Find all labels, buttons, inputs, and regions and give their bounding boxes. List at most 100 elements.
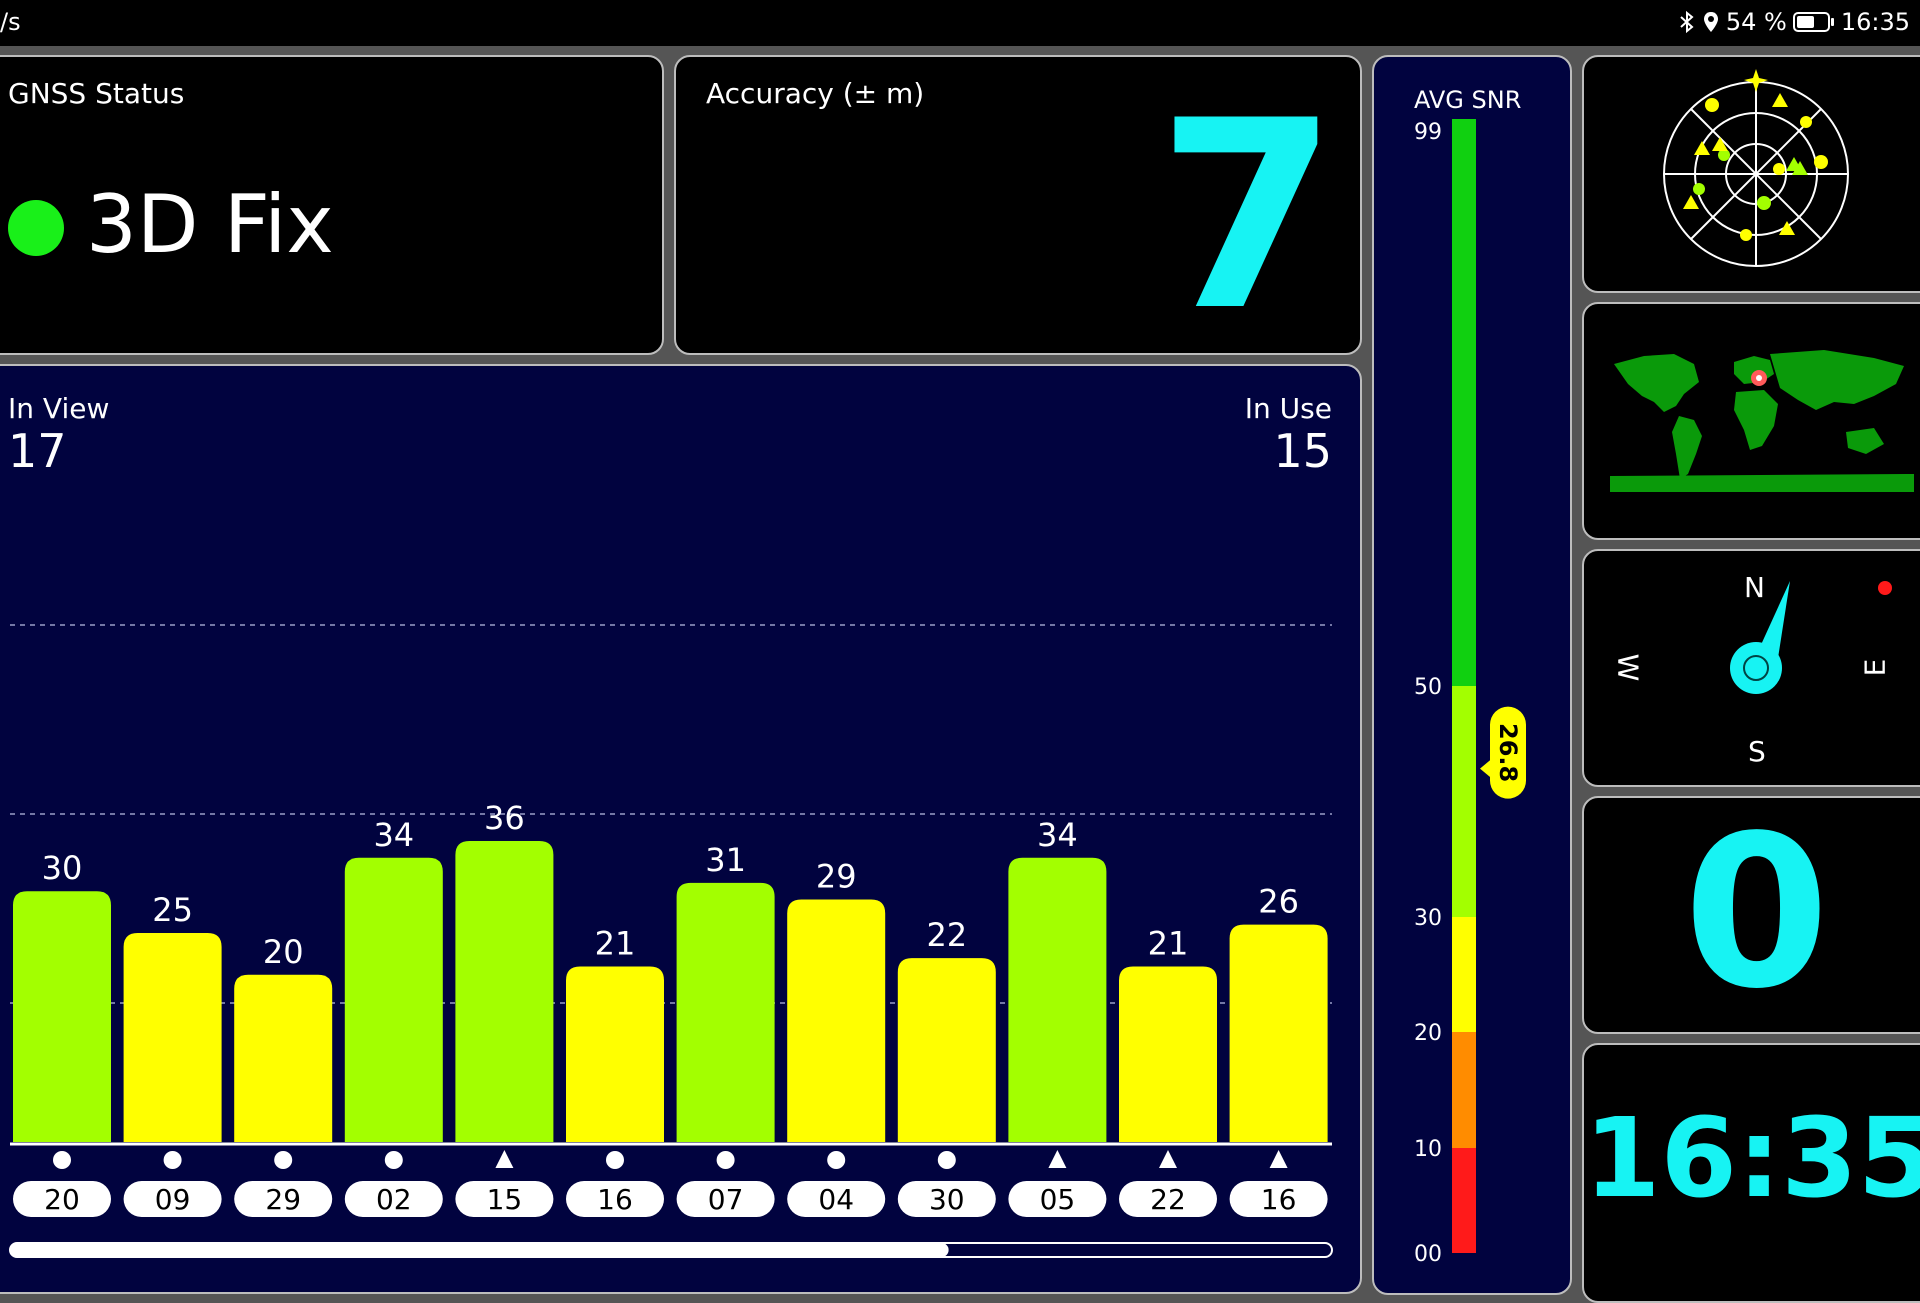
snr-bar — [676, 882, 775, 1142]
in-view-label: In View — [8, 392, 110, 425]
avg-snr-marker — [1490, 706, 1526, 799]
satellite-id-label: 09 — [155, 1183, 191, 1216]
snr-bar-value: 21 — [1148, 924, 1189, 962]
snr-bar-value: 21 — [595, 924, 636, 962]
speed-value: 0 — [1683, 796, 1830, 1034]
snr-bar-chart: 30 20 25 09 20 29 34 02 36 15 21 16 31 07 29 04 22 30 34 05… — [9, 624, 1333, 1258]
satellite-id-pill[interactable] — [897, 1181, 996, 1217]
status-time: 16:35 — [1840, 8, 1910, 36]
avg-snr-title: AVG SNR — [1414, 86, 1521, 114]
battery-percent: 54 % — [1725, 8, 1787, 36]
location-icon — [1703, 12, 1718, 32]
snr-scale-segment — [1452, 686, 1476, 917]
compass-needle-icon — [1730, 581, 1790, 694]
satellite-markers — [1683, 93, 1828, 241]
satellite-id-label: 22 — [1150, 1183, 1186, 1216]
snr-bar — [13, 891, 111, 1142]
glonass-constellation-icon — [495, 1150, 514, 1168]
compass-panel[interactable]: N S W E — [1582, 549, 1920, 787]
satellite-id-pill[interactable] — [234, 1181, 333, 1217]
satellite-id-label: 29 — [265, 1183, 301, 1216]
satellite-id-label: 02 — [376, 1183, 412, 1216]
satellite-id-pill[interactable] — [13, 1181, 111, 1217]
satellite-id-pill[interactable] — [1229, 1181, 1328, 1217]
satellite-id-label: 30 — [929, 1183, 965, 1216]
sky-plot-panel[interactable] — [1582, 55, 1920, 293]
glonass-constellation-icon — [1048, 1150, 1067, 1168]
satellite-id-pill[interactable] — [1119, 1181, 1217, 1217]
accuracy-panel[interactable]: Accuracy (± m) 7 — [674, 55, 1362, 355]
satellite-id-pill[interactable] — [676, 1181, 775, 1217]
snr-bar-value: 30 — [42, 849, 83, 887]
snr-scale-segment — [1452, 1032, 1476, 1148]
snr-tick-label: 00 — [1414, 1242, 1442, 1267]
avg-snr-value: 26.8 — [1494, 723, 1522, 782]
clock-panel[interactable]: 16:35 — [1582, 1043, 1920, 1303]
compass-red-dot-icon — [1878, 581, 1892, 595]
satellite-id-label: 16 — [597, 1183, 633, 1216]
satellite-id-label: 07 — [708, 1183, 744, 1216]
satellite-id-pill[interactable] — [787, 1181, 886, 1217]
snr-tick-label: 99 — [1414, 120, 1442, 145]
clock-value: 16:35 — [1584, 1094, 1920, 1222]
glonass-constellation-icon — [1269, 1150, 1288, 1168]
snr-bar — [123, 933, 222, 1142]
snr-scale-segment — [1452, 917, 1476, 1032]
satellite-id-label: 05 — [1040, 1183, 1076, 1216]
accuracy-value: 7 — [1157, 66, 1338, 355]
snr-tick-label: 50 — [1414, 675, 1442, 700]
snr-bar-value: 29 — [816, 858, 857, 896]
snr-bar-value: 36 — [484, 799, 525, 837]
compass-north-label: N — [1744, 571, 1765, 604]
snr-bar-value: 26 — [1258, 883, 1299, 921]
satellite-id-pill[interactable] — [344, 1181, 443, 1217]
snr-bar — [455, 841, 554, 1142]
gps-constellation-icon — [384, 1151, 403, 1169]
gps-constellation-icon — [716, 1151, 735, 1169]
satellite-id-pill[interactable] — [1008, 1181, 1107, 1217]
snr-bar-value: 20 — [263, 933, 304, 971]
snr-bar-value: 25 — [152, 891, 193, 929]
world-map-panel[interactable] — [1582, 302, 1920, 540]
satellite-id-pill[interactable] — [455, 1181, 554, 1217]
snr-bar-value: 31 — [705, 841, 746, 879]
snr-bar — [897, 958, 996, 1142]
snr-bar — [234, 974, 333, 1142]
fix-indicator-icon — [8, 200, 64, 256]
satellite-id-label: 16 — [1261, 1183, 1297, 1216]
status-bar: /s 54 % 16:35 — [0, 0, 1920, 46]
gps-constellation-icon — [606, 1151, 624, 1169]
snr-scale-segment — [1452, 1148, 1476, 1253]
gps-constellation-icon — [827, 1151, 846, 1169]
snr-bar-value: 34 — [1037, 816, 1078, 854]
in-use-count: 15 — [1273, 424, 1332, 478]
north-star-icon — [1744, 69, 1768, 92]
avg-snr-pointer-icon — [1480, 758, 1492, 779]
glonass-constellation-icon — [1159, 1150, 1177, 1168]
snr-bar — [566, 966, 664, 1142]
gnss-status-panel[interactable]: GNSS Status 3D Fix — [0, 55, 664, 355]
in-view-count: 17 — [8, 424, 67, 478]
accuracy-label: Accuracy (± m) — [706, 77, 925, 110]
compass-south-label: S — [1748, 735, 1766, 768]
satellite-id-pill[interactable] — [123, 1181, 222, 1217]
horizontal-scrollbar-thumb[interactable] — [10, 1243, 949, 1257]
snr-bar — [1229, 924, 1328, 1142]
snr-tick-label: 10 — [1414, 1137, 1442, 1162]
satellite-signal-panel[interactable]: In View 17 In Use 15 30 20 25 09 20 29 34 02 36 1… — [0, 364, 1362, 1294]
gps-constellation-icon — [937, 1151, 956, 1169]
status-right: 54 % 16:35 — [1678, 8, 1910, 36]
in-use-label: In Use — [1244, 392, 1332, 425]
sky-plot — [1663, 69, 1849, 267]
satellite-id-pill[interactable] — [566, 1181, 664, 1217]
battery-icon — [1792, 12, 1834, 32]
gps-constellation-icon — [274, 1151, 293, 1169]
snr-bar — [787, 899, 886, 1142]
snr-bar — [1119, 966, 1217, 1142]
gnss-status-label: GNSS Status — [8, 77, 185, 110]
snr-scale: AVG SNR 99 50 30 20 10 00 26.8 — [1414, 86, 1526, 1267]
speed-panel[interactable]: 0 — [1582, 796, 1920, 1034]
snr-tick-label: 20 — [1414, 1021, 1442, 1046]
gps-constellation-icon — [163, 1151, 182, 1169]
snr-bar-value: 34 — [373, 816, 414, 854]
